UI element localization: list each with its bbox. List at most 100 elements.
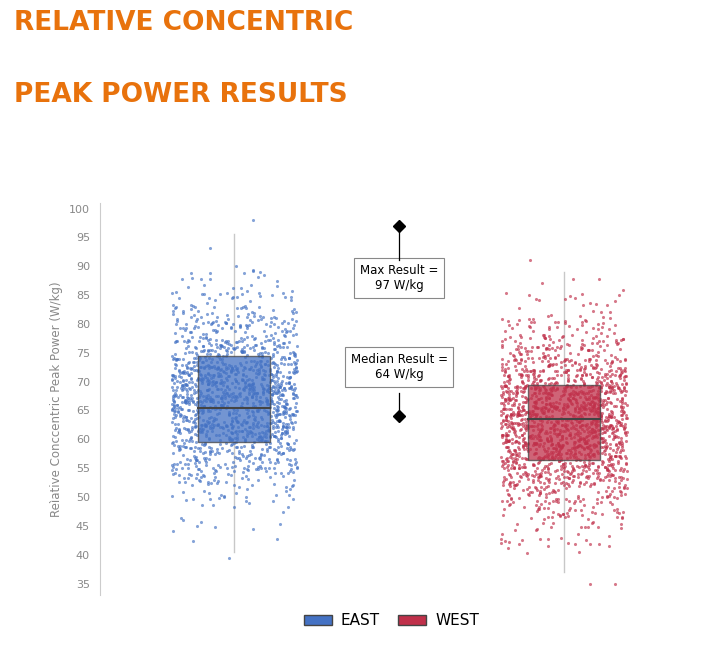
Point — [248, 308, 259, 318]
Point — [590, 440, 602, 451]
Point — [244, 373, 255, 384]
Point — [526, 487, 538, 497]
Point — [526, 421, 538, 432]
Point — [561, 402, 572, 413]
Point — [502, 315, 513, 326]
Point — [268, 431, 280, 441]
Point — [498, 404, 510, 414]
Point — [187, 424, 198, 434]
Point — [272, 386, 283, 396]
Point — [262, 425, 273, 436]
Point — [496, 455, 508, 466]
Point — [184, 397, 195, 407]
Point — [506, 419, 518, 430]
Point — [579, 426, 590, 437]
Point — [286, 305, 298, 316]
Point — [267, 381, 278, 392]
Point — [199, 447, 211, 457]
Point — [235, 320, 246, 330]
Point — [562, 401, 573, 411]
Point — [231, 391, 242, 402]
Point — [216, 335, 228, 345]
Point — [189, 453, 201, 463]
Point — [514, 330, 525, 340]
Point — [189, 417, 201, 428]
Point — [621, 482, 632, 492]
Point — [268, 371, 279, 382]
Point — [227, 291, 239, 301]
Point — [167, 438, 178, 449]
Point — [543, 436, 554, 446]
Point — [544, 399, 555, 409]
Point — [234, 482, 245, 492]
Point — [557, 462, 569, 472]
Point — [214, 378, 226, 388]
Point — [513, 405, 525, 415]
Point — [197, 390, 209, 401]
Point — [281, 399, 293, 409]
Point — [562, 538, 574, 548]
Point — [549, 487, 560, 497]
Point — [549, 353, 560, 363]
Point — [606, 451, 617, 462]
Point — [242, 380, 253, 390]
Point — [256, 463, 267, 473]
Point — [271, 410, 283, 421]
Point — [540, 351, 551, 362]
Point — [609, 432, 620, 442]
Point — [503, 445, 514, 456]
Point — [169, 400, 180, 411]
Point — [553, 485, 564, 495]
Point — [280, 398, 291, 409]
Point — [619, 363, 631, 373]
Point — [511, 384, 523, 394]
Point — [570, 429, 581, 439]
Point — [580, 326, 592, 337]
Point — [221, 375, 233, 385]
Point — [278, 402, 290, 413]
Point — [191, 317, 202, 327]
Point — [547, 508, 558, 518]
Point — [176, 381, 187, 392]
Point — [283, 358, 294, 369]
Point — [503, 394, 515, 405]
Point — [589, 399, 600, 409]
Point — [619, 353, 631, 364]
Point — [208, 500, 219, 510]
Point — [280, 398, 291, 409]
Point — [600, 441, 611, 451]
Point — [573, 359, 585, 370]
Point — [179, 423, 190, 434]
Point — [242, 404, 253, 415]
Point — [572, 349, 584, 359]
Point — [223, 445, 234, 455]
Point — [505, 477, 516, 488]
Point — [198, 453, 209, 464]
Point — [231, 303, 243, 313]
Point — [223, 434, 234, 445]
Point — [595, 364, 607, 375]
Point — [518, 485, 529, 495]
Point — [596, 372, 607, 383]
Point — [602, 414, 614, 424]
Point — [551, 378, 562, 388]
Point — [256, 433, 268, 443]
Point — [268, 339, 280, 349]
Point — [230, 426, 241, 437]
Point — [497, 456, 508, 467]
Point — [203, 379, 214, 390]
Point — [582, 388, 594, 398]
Point — [182, 380, 193, 390]
Point — [595, 328, 607, 338]
Point — [564, 449, 575, 460]
Point — [272, 415, 283, 426]
Point — [553, 317, 564, 328]
Point — [218, 351, 229, 362]
Point — [598, 397, 609, 407]
Point — [267, 423, 278, 434]
Point — [250, 368, 261, 378]
Point — [603, 540, 614, 551]
Point — [614, 370, 626, 381]
Point — [529, 409, 540, 419]
Point — [546, 390, 557, 400]
